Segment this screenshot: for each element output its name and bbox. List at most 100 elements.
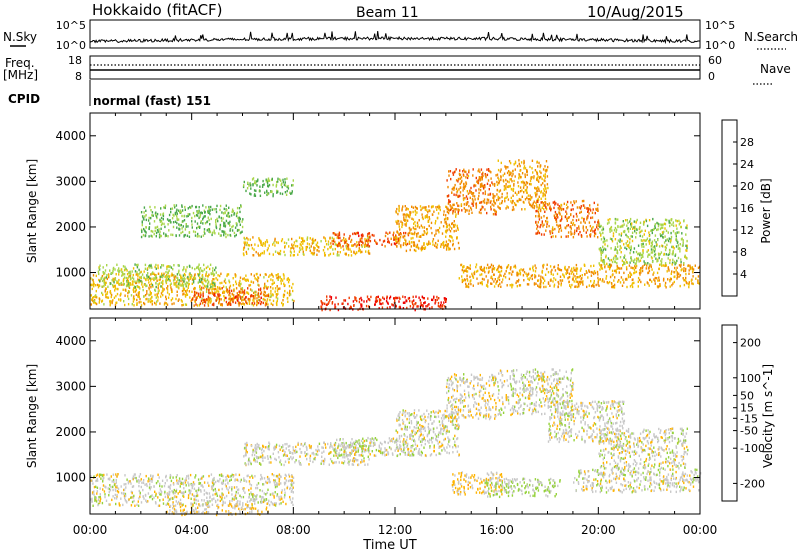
velocity-cell — [289, 486, 292, 490]
power-cell — [624, 219, 627, 222]
power-cell — [354, 252, 357, 256]
power-cell — [531, 277, 533, 281]
power-cell — [480, 168, 483, 171]
power-cell — [291, 243, 293, 246]
velocity-cell — [218, 473, 221, 477]
power-cell — [345, 245, 347, 248]
power-cell — [415, 227, 417, 231]
power-cell — [455, 193, 457, 197]
power-cell — [579, 230, 581, 234]
power-cell — [597, 280, 599, 284]
power-cell — [194, 287, 196, 290]
power-cell — [104, 269, 107, 272]
velocity-cell — [206, 500, 208, 503]
power-cell — [207, 285, 209, 288]
power-cell — [187, 214, 189, 218]
power-cell — [543, 263, 545, 267]
power-cell — [358, 234, 360, 238]
velocity-cell — [184, 479, 186, 482]
power-cell — [405, 299, 407, 302]
velocity-cell — [200, 477, 202, 481]
power-cell — [395, 241, 398, 245]
power-cell — [479, 266, 481, 269]
power-cell — [413, 227, 415, 231]
power-cell — [156, 294, 159, 297]
power-cell — [329, 299, 331, 302]
power-cell — [412, 302, 414, 306]
power-cell — [192, 276, 195, 279]
velocity-cell — [195, 498, 197, 502]
power-cell — [344, 241, 346, 244]
power-cell — [660, 251, 663, 254]
power-cell — [550, 270, 552, 273]
power-cell — [367, 236, 369, 240]
power-cell — [282, 299, 284, 302]
power-cell — [676, 231, 678, 234]
power-cell — [661, 223, 663, 227]
power-cell — [424, 247, 426, 250]
power-cell — [449, 230, 452, 233]
power-cell — [139, 271, 141, 274]
velocity-cell — [234, 479, 236, 482]
power-cell — [456, 226, 459, 230]
power-cell — [345, 238, 347, 241]
power-cell — [115, 301, 117, 305]
power-cell — [498, 178, 500, 181]
power-cell — [623, 281, 625, 284]
power-cell — [329, 246, 331, 249]
power-cell — [642, 255, 644, 258]
power-cell — [472, 201, 475, 204]
power-cell — [653, 239, 656, 242]
velocity-cell — [263, 492, 265, 495]
power-cell — [675, 219, 677, 222]
power-cell — [640, 271, 642, 274]
power-cell — [633, 220, 635, 223]
power-cell — [178, 269, 180, 272]
power-cell — [275, 296, 277, 299]
power-cell — [464, 210, 467, 213]
power-cell — [651, 280, 653, 283]
power-cell — [178, 287, 180, 290]
velocity-cell — [136, 503, 138, 506]
power-cell — [504, 186, 506, 189]
power-cell — [431, 298, 434, 302]
power-cell — [166, 278, 169, 282]
power-cell — [514, 203, 517, 206]
power-cell — [509, 266, 512, 269]
power-cell — [670, 272, 672, 275]
power-cell — [482, 186, 485, 190]
power-cell — [669, 280, 671, 283]
power-cell — [552, 280, 554, 283]
power-cell — [411, 217, 413, 220]
power-cell — [399, 239, 401, 242]
power-cell — [269, 295, 271, 298]
power-cell — [205, 206, 207, 209]
power-cell — [495, 282, 497, 285]
power-cell — [252, 299, 254, 302]
power-cell — [179, 209, 182, 212]
velocity-cell — [286, 486, 288, 490]
power-cell — [243, 236, 245, 240]
power-cell — [354, 298, 356, 301]
power-cell — [521, 189, 523, 192]
power-cell — [455, 213, 457, 216]
power-cell — [101, 279, 104, 283]
power-cell — [326, 298, 328, 302]
power-cell — [191, 220, 193, 223]
power-cell — [543, 279, 546, 282]
power-cell — [411, 205, 413, 208]
power-cell — [500, 265, 502, 269]
power-cell — [148, 227, 150, 231]
power-cell — [583, 218, 585, 221]
power-cell — [545, 170, 547, 173]
power-cell — [253, 189, 256, 192]
power-cell — [110, 292, 112, 295]
power-cell — [647, 253, 650, 256]
power-cell — [542, 202, 544, 205]
power-cell — [176, 294, 178, 297]
power-cell — [542, 192, 544, 195]
power-cell — [446, 179, 448, 182]
power-cell — [257, 178, 259, 181]
power-cell — [416, 207, 418, 210]
power-cell — [532, 203, 534, 206]
